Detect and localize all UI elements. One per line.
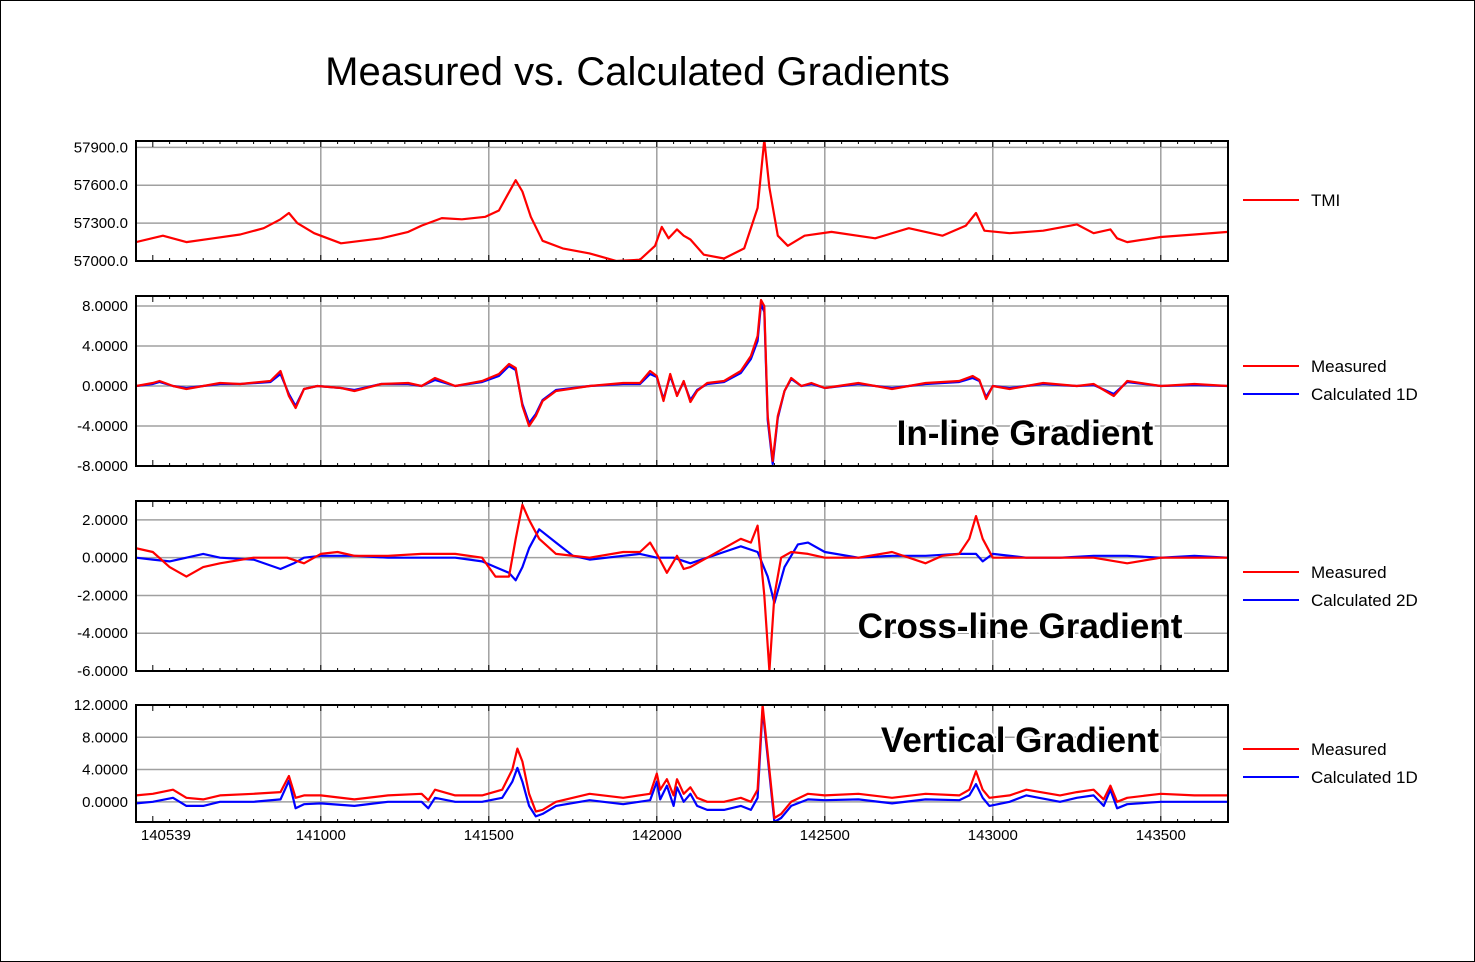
y-tick-label: -2.0000 <box>77 587 128 604</box>
legend-label: Calculated 1D <box>1311 768 1418 787</box>
y-tick-label: 0.0000 <box>82 378 128 395</box>
y-tick-label: 12.0000 <box>74 697 128 714</box>
figure-title: Measured vs. Calculated Gradients <box>325 50 950 94</box>
x-tick-label: 143500 <box>1136 827 1186 844</box>
x-tick-label: 140539 <box>141 827 191 844</box>
series-line-calculated-2d <box>136 528 1228 605</box>
legend-label: TMI <box>1311 191 1340 210</box>
y-tick-label: -4.0000 <box>77 418 128 435</box>
x-tick-label: 142500 <box>800 827 850 844</box>
y-tick-label: 4.0000 <box>82 762 128 779</box>
series-line-tmi <box>136 141 1228 261</box>
panel-annotation: Vertical Gradient <box>881 721 1160 760</box>
y-tick-label: -6.0000 <box>77 663 128 680</box>
legend-label: Calculated 1D <box>1311 385 1418 404</box>
legend-label: Measured <box>1311 563 1387 582</box>
legend-label: Measured <box>1311 357 1387 376</box>
legend-label: Calculated 2D <box>1311 591 1418 610</box>
y-tick-label: 57600.0 <box>74 177 128 194</box>
y-tick-label: 0.0000 <box>82 550 128 567</box>
panel-annotation: Cross-line Gradient <box>858 607 1183 646</box>
legend-label: Measured <box>1311 740 1387 759</box>
panel-annotation: In-line Gradient <box>897 414 1154 453</box>
x-tick-label: 141000 <box>296 827 346 844</box>
y-tick-label: 8.0000 <box>82 298 128 315</box>
y-tick-label: -4.0000 <box>77 625 128 642</box>
y-tick-label: 57900.0 <box>74 139 128 156</box>
y-tick-label: -8.0000 <box>77 458 128 475</box>
y-tick-label: 8.0000 <box>82 729 128 746</box>
x-tick-label: 142000 <box>632 827 682 844</box>
plot-area-border <box>135 704 1229 823</box>
y-tick-label: 57000.0 <box>74 253 128 270</box>
y-tick-label: 4.0000 <box>82 338 128 355</box>
series-line-measured <box>136 503 1228 671</box>
series-line-measured <box>136 298 1228 463</box>
plot-area-border <box>135 140 1229 262</box>
x-tick-label: 141500 <box>464 827 514 844</box>
series-line-measured <box>136 705 1228 820</box>
series-line-calculated-1d <box>136 707 1228 822</box>
y-tick-label: 0.0000 <box>82 794 128 811</box>
x-tick-label: 143000 <box>968 827 1018 844</box>
y-tick-label: 2.0000 <box>82 512 128 529</box>
plot-area-border <box>135 295 1229 467</box>
y-tick-label: 57300.0 <box>74 215 128 232</box>
plot-area-border <box>135 500 1229 672</box>
